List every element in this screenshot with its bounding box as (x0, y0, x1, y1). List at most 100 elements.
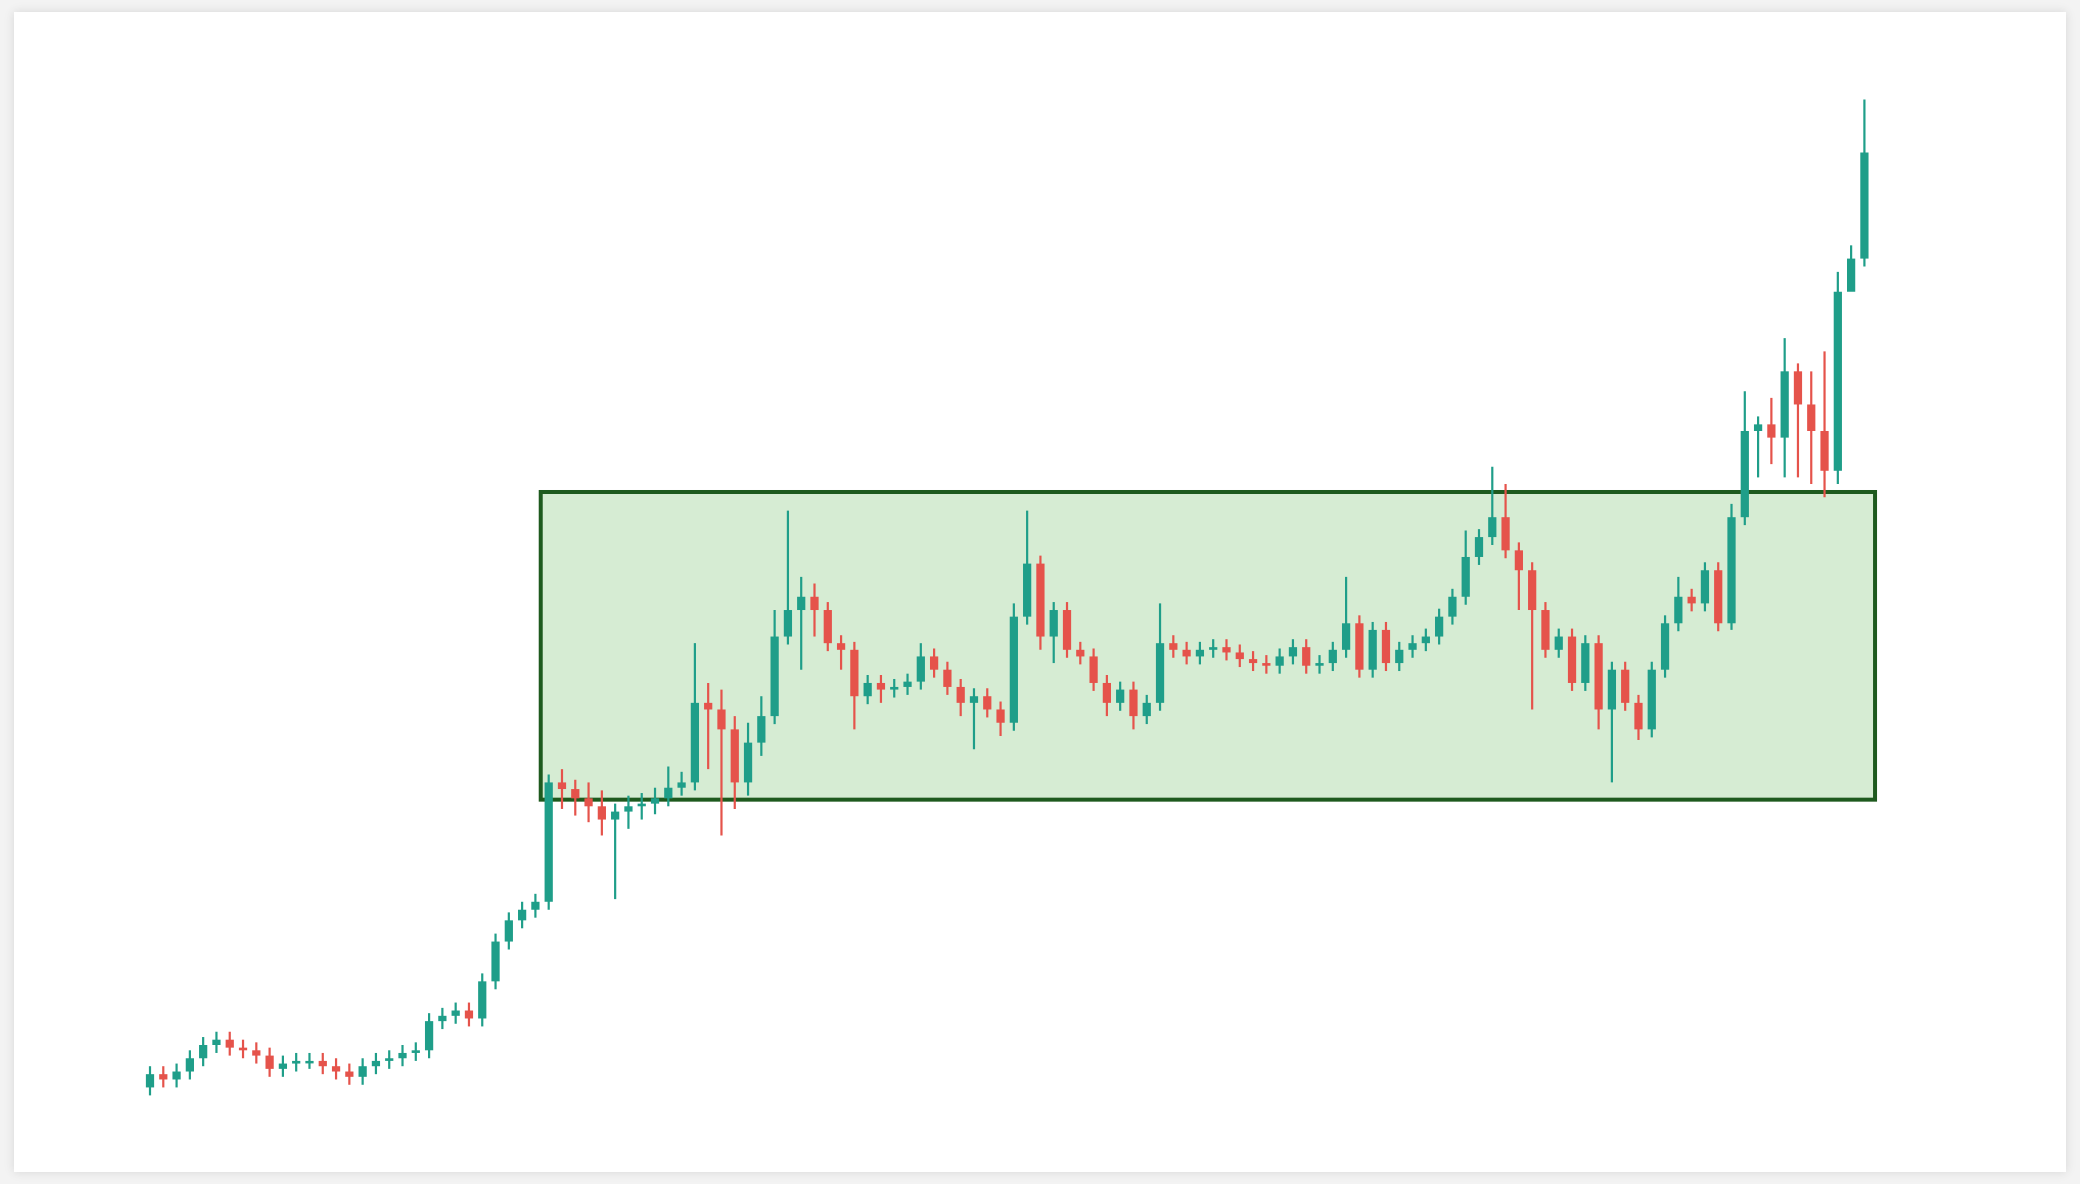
candle (358, 1058, 367, 1085)
candle-body (424, 1021, 434, 1051)
candle-body (903, 681, 912, 687)
candle-body (1501, 517, 1510, 551)
candle-body (411, 1050, 420, 1053)
candle (783, 510, 793, 645)
candle-body (1116, 689, 1125, 703)
candle-body (1727, 517, 1736, 624)
candle (1262, 655, 1271, 674)
candle (1674, 576, 1683, 632)
candle-body (1049, 610, 1058, 637)
candle-body (783, 610, 793, 637)
candle-body (1421, 636, 1430, 644)
candle-body (1660, 623, 1670, 670)
candle-body (611, 811, 620, 820)
candle-body (278, 1063, 288, 1069)
candle (1328, 641, 1337, 672)
candle-body (1102, 682, 1111, 703)
candle (1581, 635, 1590, 691)
candle-body (1793, 371, 1803, 405)
candle (1248, 651, 1258, 672)
candle-body (1820, 430, 1829, 471)
candle (571, 779, 580, 816)
candle (1222, 639, 1231, 661)
candle-body (983, 696, 992, 710)
candle (863, 675, 872, 705)
candle (1395, 641, 1404, 672)
candle-body (1435, 616, 1444, 637)
candle-body (212, 1039, 221, 1045)
candle (929, 648, 939, 678)
candle-body (145, 1074, 155, 1088)
candle (1767, 397, 1776, 465)
candle (1807, 371, 1816, 485)
candle-body (863, 682, 872, 697)
candle-body (1076, 649, 1085, 657)
candle (1448, 588, 1457, 625)
candle (1461, 530, 1470, 605)
candle (411, 1042, 420, 1061)
candle (531, 893, 540, 918)
candle (1155, 603, 1165, 711)
candle-body (1262, 663, 1271, 666)
candle-body (305, 1060, 314, 1064)
candle-body (1129, 689, 1138, 717)
candle (1288, 639, 1298, 665)
candle (1488, 466, 1497, 546)
candle-body (743, 742, 753, 783)
candle-body (1368, 629, 1377, 670)
candle-body (1235, 652, 1244, 660)
candle (424, 1013, 434, 1059)
candle (810, 583, 819, 637)
candle-body (850, 649, 859, 697)
candle (1182, 641, 1191, 665)
candle-body (571, 789, 580, 799)
candle (1381, 621, 1391, 672)
candle-body (1209, 647, 1218, 650)
candle (172, 1063, 181, 1088)
candle (1727, 503, 1736, 630)
candle-body (1847, 258, 1856, 292)
candle (252, 1042, 261, 1064)
candle-body (504, 920, 513, 942)
candle (225, 1031, 234, 1056)
candle (903, 673, 912, 695)
candle (1102, 675, 1111, 717)
candle-body (1594, 643, 1603, 710)
candle-body (1461, 556, 1470, 597)
candle (265, 1047, 274, 1077)
candle (491, 933, 500, 990)
candle-body (172, 1071, 181, 1080)
candle (876, 675, 886, 703)
candle (371, 1052, 381, 1075)
candle (464, 1002, 474, 1027)
candle-body (265, 1055, 274, 1069)
candle-body (1222, 647, 1231, 653)
candle (1421, 628, 1430, 652)
candle-body (1182, 649, 1191, 657)
candle-body (1036, 563, 1045, 637)
candle (1793, 363, 1803, 478)
candle (916, 643, 925, 690)
candle-body (1408, 643, 1417, 650)
candle-body (717, 709, 726, 730)
candle-body (1647, 669, 1656, 730)
candle-body (1395, 649, 1404, 664)
candle-body (557, 782, 567, 790)
candle (717, 689, 726, 836)
candle-body (478, 981, 487, 1019)
candle (212, 1031, 221, 1053)
candle (611, 803, 620, 900)
candle-body (704, 702, 713, 710)
candle (1753, 416, 1763, 478)
candle-body (1807, 404, 1816, 431)
candle-body (238, 1047, 248, 1051)
candle-body (1155, 643, 1165, 703)
candle (770, 610, 779, 725)
candle (504, 912, 513, 950)
candle-body (159, 1074, 168, 1080)
candle-body (491, 941, 500, 982)
candle (1023, 510, 1032, 625)
candle-body (677, 782, 686, 788)
candle (159, 1066, 168, 1088)
